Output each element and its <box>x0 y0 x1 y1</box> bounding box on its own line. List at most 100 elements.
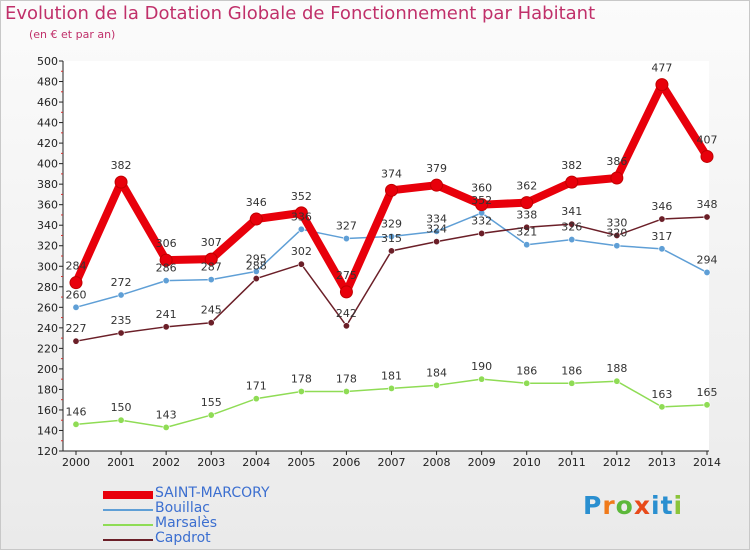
data-point-marsal-s <box>387 384 395 392</box>
y-tick-label: 160 <box>37 404 58 417</box>
data-point-capdrot <box>297 260 305 268</box>
logo-letter: t <box>660 491 674 520</box>
data-point-marsal-s <box>523 379 531 387</box>
data-label-capdrot: 348 <box>697 198 718 211</box>
data-point-saint-marcory <box>565 175 579 189</box>
data-label-saint-marcory: 477 <box>651 62 672 75</box>
x-tick-label: 2014 <box>693 456 721 469</box>
data-point-capdrot <box>658 215 666 223</box>
legend-label-bouillac: Bouillac <box>155 500 210 516</box>
data-point-marsal-s <box>703 401 711 409</box>
y-tick-label: 140 <box>37 424 58 437</box>
data-point-saint-marcory <box>475 198 489 212</box>
data-point-bouillac <box>387 233 395 241</box>
data-point-capdrot <box>523 223 531 231</box>
data-label-capdrot: 235 <box>111 314 132 327</box>
data-label-saint-marcory: 360 <box>471 182 492 195</box>
x-tick-label: 2000 <box>62 456 90 469</box>
data-point-marsal-s <box>162 423 170 431</box>
data-point-bouillac <box>297 225 305 233</box>
data-labels-layer: 284 382 306 307 346 352 275 374 379 360 362 382 386 4… <box>66 62 718 422</box>
data-label-capdrot: 227 <box>66 322 87 335</box>
y-tick-label: 360 <box>37 199 58 212</box>
y-tick-label: 400 <box>37 158 58 171</box>
data-point-bouillac <box>523 241 531 249</box>
y-tick-label: 480 <box>37 76 58 89</box>
data-label-capdrot: 346 <box>651 200 672 213</box>
x-tick-label: 2010 <box>513 456 541 469</box>
y-tick-label: 220 <box>37 342 58 355</box>
y-tick-label: 120 <box>37 445 58 458</box>
x-tick-label: 2011 <box>558 456 586 469</box>
data-point-capdrot <box>72 337 80 345</box>
data-label-marsal-s: 171 <box>246 380 267 393</box>
data-label-capdrot: 241 <box>156 308 177 321</box>
data-label-bouillac: 317 <box>651 230 672 243</box>
x-tick-label: 2013 <box>648 456 676 469</box>
data-label-saint-marcory: 382 <box>561 159 582 172</box>
data-point-marsal-s <box>297 387 305 395</box>
data-label-bouillac: 326 <box>561 221 582 234</box>
y-tick-label: 320 <box>37 240 58 253</box>
data-point-bouillac <box>72 303 80 311</box>
y-tick-label: 460 <box>37 96 58 109</box>
y-tick-label: 260 <box>37 301 58 314</box>
data-point-capdrot <box>613 231 621 239</box>
data-point-capdrot <box>387 247 395 255</box>
data-point-capdrot <box>162 323 170 331</box>
data-point-saint-marcory <box>339 285 353 299</box>
logo-letter: i <box>651 491 661 520</box>
data-label-saint-marcory: 407 <box>697 133 718 146</box>
logo-letter: r <box>602 491 616 520</box>
data-label-bouillac: 336 <box>291 210 312 223</box>
data-point-bouillac <box>252 267 260 275</box>
data-point-marsal-s <box>72 420 80 428</box>
x-tick-label: 2001 <box>107 456 135 469</box>
x-tick-label: 2004 <box>242 456 270 469</box>
data-label-marsal-s: 178 <box>336 372 357 385</box>
data-label-marsal-s: 186 <box>516 364 537 377</box>
chart-title: Evolution de la Dotation Globale de Fonc… <box>5 3 596 24</box>
data-point-bouillac <box>658 245 666 253</box>
data-point-bouillac <box>568 236 576 244</box>
data-label-bouillac: 320 <box>606 227 627 240</box>
data-point-saint-marcory <box>700 149 714 163</box>
data-point-bouillac <box>207 276 215 284</box>
y-tick-label: 280 <box>37 281 58 294</box>
data-point-saint-marcory <box>69 276 83 290</box>
data-label-saint-marcory: 379 <box>426 162 447 175</box>
data-point-bouillac <box>613 242 621 250</box>
data-label-bouillac: 287 <box>201 261 222 274</box>
data-label-bouillac: 352 <box>471 194 492 207</box>
x-tick-label: 2006 <box>332 456 360 469</box>
data-point-capdrot <box>433 238 441 246</box>
logo-letter: x <box>633 491 651 520</box>
x-tick-label: 2009 <box>468 456 496 469</box>
data-point-capdrot <box>478 229 486 237</box>
data-point-saint-marcory <box>294 206 308 220</box>
x-tick-label: 2003 <box>197 456 225 469</box>
x-tick-labels: 2000 2001 2002 2003 2004 2005 2006 2007 2008 2009… <box>62 451 721 469</box>
legend-swatch-marsales <box>103 524 153 526</box>
logo-letter: P <box>583 491 603 520</box>
data-point-capdrot <box>703 213 711 221</box>
x-tick-label: 2002 <box>152 456 180 469</box>
data-label-bouillac: 334 <box>426 212 447 225</box>
data-label-marsal-s: 190 <box>471 360 492 373</box>
data-point-marsal-s <box>433 381 441 389</box>
data-label-saint-marcory: 374 <box>381 167 402 180</box>
y-tick-label: 200 <box>37 363 58 376</box>
data-label-capdrot: 338 <box>516 208 537 221</box>
data-label-bouillac: 294 <box>697 253 718 266</box>
data-point-capdrot <box>207 319 215 327</box>
data-point-saint-marcory <box>430 178 444 192</box>
data-label-marsal-s: 178 <box>291 372 312 385</box>
data-point-marsal-s <box>613 377 621 385</box>
data-label-saint-marcory: 362 <box>516 180 537 193</box>
data-label-saint-marcory: 307 <box>201 236 222 249</box>
y-tick-label: 300 <box>37 260 58 273</box>
data-label-marsal-s: 155 <box>201 396 222 409</box>
data-point-bouillac <box>162 277 170 285</box>
data-label-marsal-s: 184 <box>426 366 447 379</box>
